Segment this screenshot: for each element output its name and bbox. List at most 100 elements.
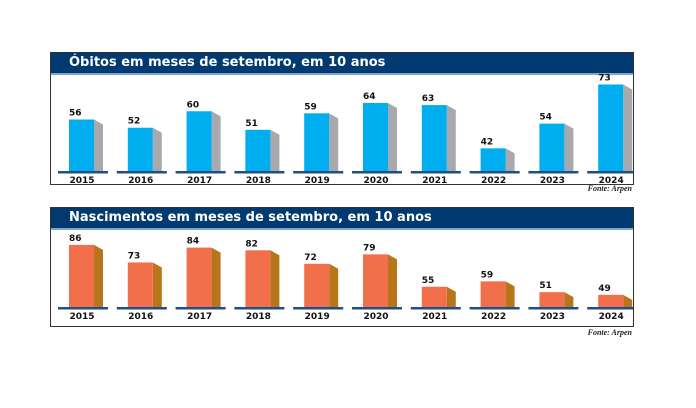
baseline [58, 307, 108, 310]
baseline [293, 307, 344, 310]
bar-side [623, 294, 633, 307]
bar-side [94, 119, 103, 171]
source-note: Fonte: Arpen [587, 328, 632, 337]
baseline [58, 171, 108, 174]
baseline [175, 307, 226, 310]
data-label: 60 [187, 100, 200, 110]
data-label: 54 [539, 113, 552, 123]
chart-nascimentos-plot: 86 2015 73 2016 84 2017 82 2018 72 2019 79 2020 55 20… [58, 234, 633, 322]
bar-side [505, 281, 515, 307]
data-label: 59 [481, 270, 494, 280]
bar [245, 250, 271, 307]
baseline [469, 171, 520, 174]
chart-obitos: Óbitos em meses de setembro, em 10 anos … [50, 52, 634, 185]
data-label: 51 [539, 281, 552, 291]
data-label: 84 [187, 237, 200, 247]
baseline [469, 307, 520, 310]
data-label: 64 [363, 92, 376, 102]
chart-title: Óbitos em meses de setembro, em 10 anos [51, 53, 633, 75]
data-label: 52 [128, 117, 141, 127]
baseline [234, 171, 285, 174]
bar [186, 111, 212, 171]
bar-side [211, 247, 221, 307]
chart-nascimentos: Nascimentos em meses de setembro, em 10 … [50, 207, 634, 327]
bar [186, 247, 212, 307]
baseline [587, 171, 633, 174]
bar [245, 129, 271, 171]
bar-side [211, 111, 221, 171]
category-label: 2020 [363, 176, 388, 184]
data-label: 42 [481, 137, 494, 147]
data-label: 82 [245, 239, 258, 249]
category-label: 2015 [69, 312, 94, 322]
bar [127, 127, 153, 171]
bar-side [94, 244, 103, 307]
baseline [528, 171, 579, 174]
baseline [175, 171, 226, 174]
baseline [528, 307, 579, 310]
bar [480, 148, 506, 171]
chart-title: Nascimentos em meses de setembro, em 10 … [51, 208, 633, 230]
bar [69, 244, 94, 307]
baseline [410, 171, 461, 174]
baseline [234, 307, 285, 310]
baseline [352, 171, 402, 174]
category-label: 2022 [481, 312, 506, 322]
category-label: 2021 [422, 176, 447, 184]
bar [598, 294, 624, 307]
baseline [116, 171, 167, 174]
data-label: 72 [304, 253, 317, 263]
data-label: 55 [422, 276, 435, 286]
bar [363, 254, 388, 307]
bar-side [388, 254, 397, 307]
category-label: 2017 [187, 176, 212, 184]
bar-side [564, 123, 574, 171]
bar-side [270, 129, 280, 171]
category-label: 2016 [128, 312, 153, 322]
data-label: 63 [422, 94, 435, 104]
category-label: 2021 [422, 312, 447, 322]
category-label: 2023 [540, 176, 565, 184]
bar [421, 286, 447, 307]
category-label: 2018 [246, 176, 271, 184]
bar-side [152, 127, 162, 171]
category-label: 2022 [481, 176, 506, 184]
bar [363, 103, 388, 171]
category-label: 2024 [599, 176, 624, 184]
data-label: 56 [69, 109, 82, 119]
bar [304, 263, 330, 307]
bar-side [446, 105, 456, 171]
bar [539, 123, 565, 171]
baseline [116, 307, 167, 310]
baseline [587, 307, 633, 310]
category-label: 2023 [540, 312, 565, 322]
category-label: 2020 [363, 312, 388, 322]
bar-side [564, 292, 574, 307]
bar-side [388, 103, 397, 171]
bar-side [270, 250, 280, 307]
bar [69, 119, 94, 171]
bar-side [152, 262, 162, 307]
bar-side [446, 286, 456, 307]
category-label: 2018 [246, 312, 271, 322]
data-label: 51 [245, 119, 258, 129]
bar [480, 281, 506, 307]
data-label: 49 [598, 284, 611, 294]
bar [598, 84, 624, 171]
baseline [410, 307, 461, 310]
bar-side [623, 84, 633, 171]
category-label: 2024 [599, 312, 624, 322]
data-label: 73 [128, 251, 141, 261]
bar-side [329, 263, 339, 307]
bar [304, 113, 330, 171]
chart-obitos-plot: 56 2015 52 2016 60 2017 51 2018 59 2019 64 2020 63 20… [58, 73, 633, 184]
category-label: 2019 [305, 312, 330, 322]
category-label: 2015 [69, 176, 94, 184]
source-note: Fonte: Arpen [587, 184, 632, 193]
baseline [352, 307, 402, 310]
data-label: 86 [69, 234, 82, 244]
category-label: 2016 [128, 176, 153, 184]
category-label: 2019 [305, 176, 330, 184]
bar [127, 262, 153, 307]
bar-side [329, 113, 339, 171]
